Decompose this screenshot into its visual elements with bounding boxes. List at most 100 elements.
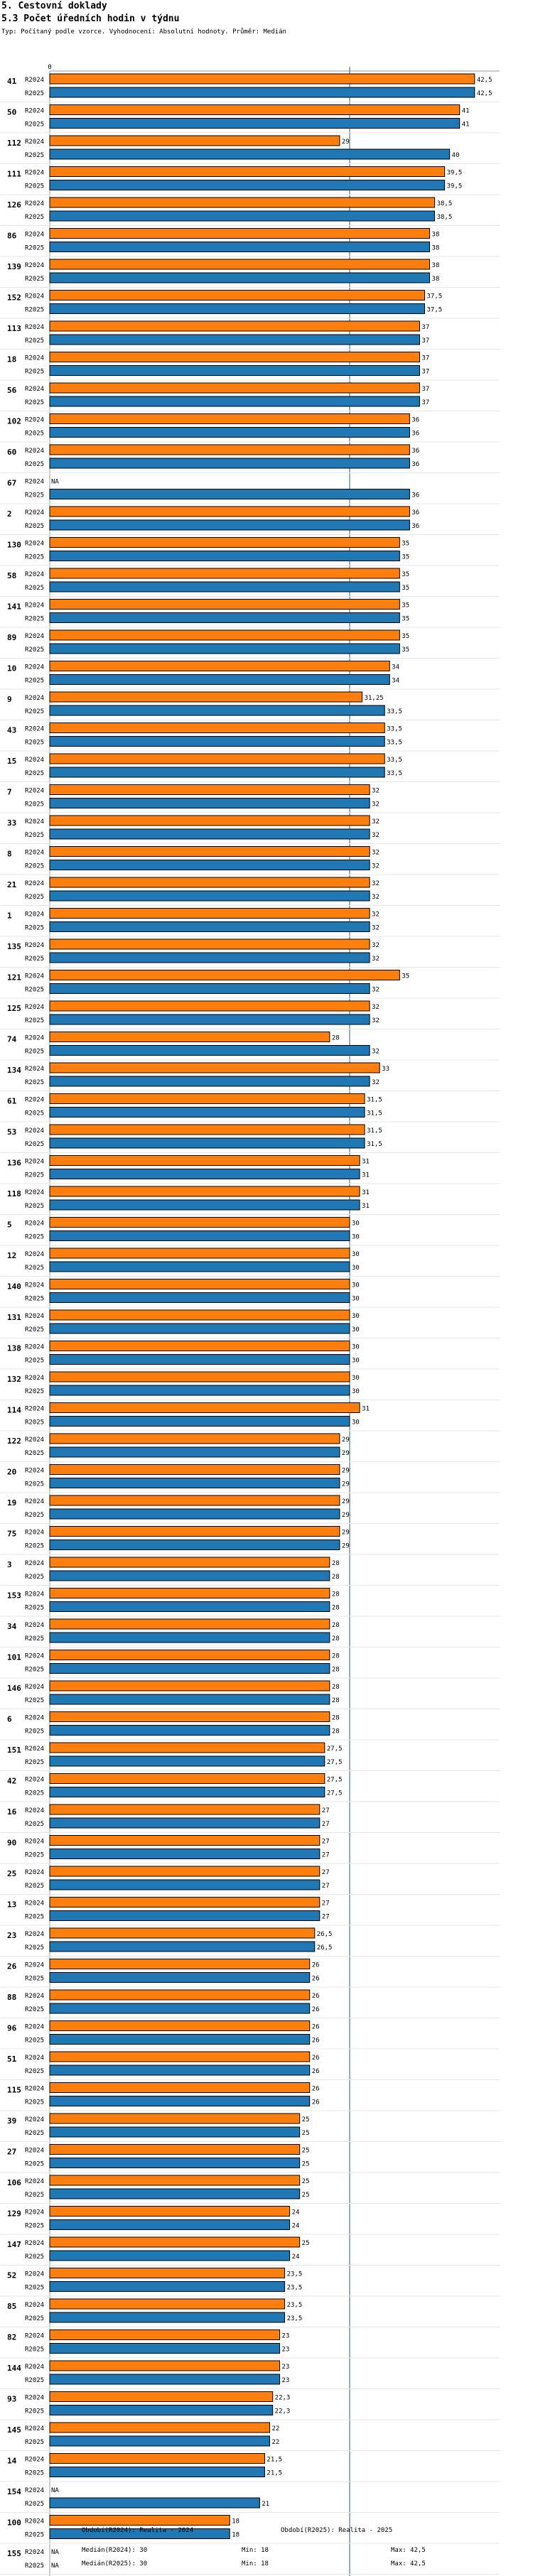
bar-r2024: [49, 135, 340, 146]
series-label: R2024: [25, 664, 44, 671]
series-label: R2024: [25, 2116, 44, 2123]
series-label: R2025: [25, 1388, 44, 1395]
series-label: R2024: [25, 108, 44, 115]
series-label: R2025: [25, 1481, 44, 1488]
bar-r2024: [49, 2082, 311, 2093]
data-label: 25: [302, 2116, 310, 2123]
series-label: R2024: [25, 726, 44, 733]
bar-r2025: [49, 2250, 291, 2261]
bar-r2025: [49, 860, 370, 870]
group-label: 126: [7, 200, 21, 210]
series-label: R2024: [25, 355, 44, 362]
series-label: R2025: [25, 863, 44, 870]
series-label: R2024: [25, 1962, 44, 1969]
bar-r2025: [49, 87, 475, 98]
bar-r2025: [49, 2281, 286, 2292]
series-label: R2024: [25, 1436, 44, 1444]
data-label: 31: [362, 1203, 370, 1210]
group-label: 113: [7, 324, 21, 333]
series-label: R2025: [25, 523, 44, 530]
bar-r2024: [49, 2422, 270, 2433]
data-label: 27: [322, 1821, 330, 1828]
bar-r2024: [49, 2020, 311, 2031]
data-label: 21,5: [266, 2470, 282, 2477]
data-label: 30: [352, 1358, 360, 1365]
series-label: R2025: [25, 2408, 44, 2415]
series-label: R2025: [25, 2099, 44, 2106]
data-label: 30: [352, 1313, 360, 1320]
bar-r2024: [49, 2453, 265, 2464]
data-label: 31,5: [367, 1097, 382, 1104]
bar-r2024: [49, 1557, 330, 1568]
group-label: 12: [7, 1251, 16, 1260]
group-label: 151: [7, 1746, 21, 1755]
series-label: R2025: [25, 2068, 44, 2075]
group-label: 122: [7, 1436, 21, 1446]
series-label: R2025: [25, 2285, 44, 2292]
bar-r2024: [49, 2298, 286, 2310]
bar-r2025: [49, 1879, 321, 1890]
bar-r2025: [49, 1508, 340, 1520]
data-label: 26,5: [317, 1931, 333, 1938]
series-label: R2024: [25, 880, 44, 887]
data-label: 35: [402, 571, 409, 578]
section-title: 5. Cestovní doklady: [1, 1, 107, 11]
series-label: R2025: [25, 1141, 44, 1148]
data-label: 22,3: [275, 2395, 291, 2402]
series-label: R2024: [25, 1807, 44, 1814]
series-label: R2024: [25, 1993, 44, 2000]
data-label: 31,5: [367, 1110, 382, 1117]
series-label: R2024: [25, 2271, 44, 2278]
series-label: R2024: [25, 1406, 44, 1413]
series-label: R2025: [25, 1512, 44, 1519]
bar-r2024: [49, 1341, 350, 1351]
data-label: 32: [372, 911, 379, 919]
group-label: 13: [7, 1900, 16, 1910]
data-label: 32: [372, 1049, 379, 1056]
data-label: 31: [362, 1406, 370, 1413]
group-label: 135: [7, 942, 21, 951]
series-label: R2024: [25, 1004, 44, 1011]
series-label: R2025: [25, 801, 44, 808]
group-label: 34: [7, 1622, 17, 1631]
series-label: R2024: [25, 1715, 44, 1722]
footer-max-2024: Max: 42,5: [391, 2547, 426, 2554]
group-label: 89: [7, 633, 16, 642]
group-label: 153: [7, 1591, 21, 1601]
bar-r2025: [49, 1972, 311, 1983]
data-label: 26: [312, 2037, 320, 2045]
bar-r2025: [49, 1539, 340, 1550]
bar-r2024: [49, 629, 400, 641]
data-label: 37: [421, 324, 429, 331]
data-label: 40: [452, 152, 460, 159]
data-label: 30: [352, 1221, 360, 1228]
group-label: 111: [7, 170, 21, 179]
group-label: 140: [7, 1282, 21, 1292]
bar-r2024: [49, 1464, 340, 1475]
series-label: R2024: [25, 1344, 44, 1351]
bar-r2025: [49, 1787, 325, 1797]
series-label: R2024: [25, 695, 44, 702]
data-label: 37: [421, 399, 429, 406]
bar-r2024: [49, 1927, 316, 1939]
data-label: 23,5: [287, 2302, 303, 2309]
bar-r2024: [49, 2391, 274, 2402]
bar-r2025: [49, 1107, 365, 1117]
group-label: 74: [7, 1035, 17, 1044]
data-label: 38: [432, 276, 440, 283]
data-label: 23: [282, 2377, 290, 2384]
data-label: 30: [352, 1344, 360, 1351]
series-label: R2025: [25, 2532, 44, 2539]
data-label: 22,3: [275, 2408, 291, 2415]
bar-r2025: [49, 2405, 274, 2415]
group-label: 67: [7, 479, 16, 488]
series-label: R2025: [25, 369, 44, 376]
bar-r2025: [49, 1632, 330, 1643]
series-label: R2025: [25, 1326, 44, 1333]
data-label: 32: [372, 788, 379, 795]
data-label: 18: [232, 2518, 239, 2526]
group-label: 43: [7, 726, 16, 735]
series-label: R2024: [25, 1931, 44, 1938]
bar-r2024: [49, 2236, 301, 2248]
